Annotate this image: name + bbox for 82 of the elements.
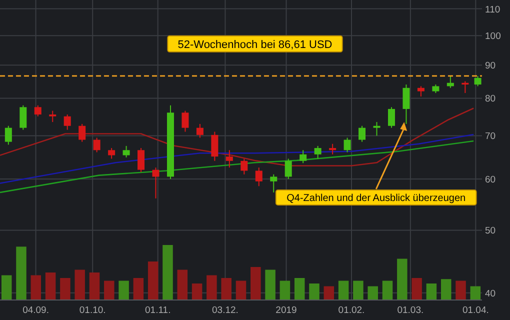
bar: [426, 284, 437, 300]
candlestick: [122, 145, 130, 158]
candlestick: [314, 145, 322, 160]
candlestick: [93, 137, 100, 153]
bar: [192, 284, 202, 300]
bar: [397, 258, 408, 300]
candlestick: [284, 158, 292, 180]
candlestick: [64, 114, 71, 130]
candlestick: [329, 143, 336, 155]
candlestick: [358, 125, 366, 142]
x-tick-label: 04.09.: [22, 305, 49, 316]
y-tick-label: 70: [485, 131, 496, 142]
bar: [412, 278, 422, 300]
bar: [118, 280, 129, 300]
candlestick: [138, 148, 145, 173]
y-tick-label: 50: [485, 226, 496, 237]
candlestick: [182, 110, 189, 132]
candlestick: [20, 104, 27, 130]
x-tick-label: 2019: [276, 305, 297, 316]
y-tick-label: 90: [485, 60, 496, 72]
bar: [148, 262, 158, 300]
x-tick-label: 01.10.: [79, 305, 106, 316]
y-tick-label: 40: [485, 288, 496, 300]
bar: [60, 278, 70, 300]
x-tick-label: 03.12.: [212, 305, 238, 316]
x-tick-label: 01.04.: [462, 305, 489, 316]
bar: [162, 245, 173, 300]
candlestick: [49, 110, 56, 123]
bar: [294, 278, 305, 300]
bar: [353, 280, 364, 300]
candlestick: [388, 106, 395, 128]
bar: [104, 280, 114, 300]
bar: [74, 270, 85, 300]
bar: [456, 280, 466, 300]
bar: [382, 280, 393, 300]
candlestick: [4, 125, 12, 146]
candlestick: [240, 158, 248, 175]
annotation: Q4-Zahlen und der Ausblick überzeugen: [286, 193, 466, 204]
bar: [1, 275, 12, 300]
ref-line-label: 52-Wochenhoch bei 86,61 USD: [178, 38, 332, 51]
candlestick: [474, 75, 482, 87]
bar: [16, 246, 26, 300]
line-series: [0, 134, 474, 184]
candlestick: [255, 167, 262, 187]
bar: [236, 280, 246, 300]
candlestick: [344, 137, 351, 153]
bar: [324, 286, 334, 300]
bar: [30, 275, 42, 300]
candlestick: [226, 150, 233, 168]
candlestick: [417, 86, 424, 97]
bar: [177, 270, 188, 300]
candlestick: [402, 84, 410, 124]
line-series: [0, 140, 474, 194]
bar: [250, 267, 261, 300]
x-tick-label: 01.03.: [397, 305, 424, 316]
candlestick: [300, 150, 307, 164]
bar: [440, 279, 452, 300]
y-tick-label: 80: [485, 94, 496, 105]
candlestick: [34, 104, 42, 117]
y-tick-label: 60: [485, 174, 496, 186]
y-tick-label: 110: [485, 4, 500, 16]
bar: [206, 275, 217, 300]
candlestick: [108, 148, 116, 160]
bar: [368, 286, 378, 300]
bar: [309, 284, 320, 300]
y-tick-label: 100: [485, 31, 501, 42]
x-tick-label: 01.02.: [338, 305, 365, 316]
candlestick: [78, 123, 86, 142]
candlestick: [270, 174, 278, 193]
candlestick: [196, 123, 204, 138]
candlestick: [211, 131, 218, 162]
candlestick: [152, 167, 160, 199]
bar: [470, 286, 481, 300]
bar: [221, 278, 232, 300]
x-tick-label: 01.11.: [145, 305, 171, 316]
bar: [133, 278, 144, 300]
bar: [338, 280, 349, 300]
bar: [280, 280, 290, 300]
bar: [265, 270, 276, 300]
bar: [45, 272, 56, 300]
bar: [89, 272, 100, 300]
candlestick: [373, 122, 380, 136]
